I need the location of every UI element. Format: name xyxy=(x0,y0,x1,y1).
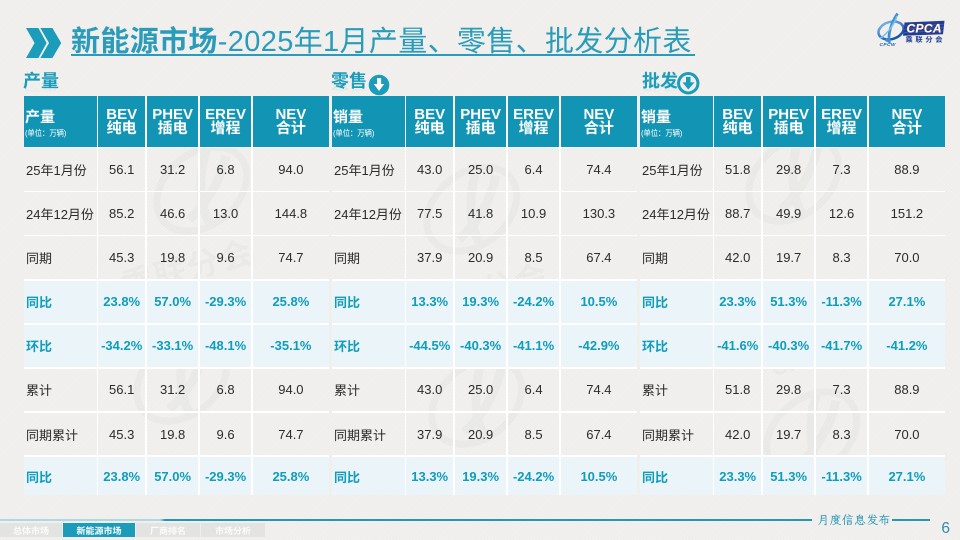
svg-text:CPCW: CPCW xyxy=(880,42,896,48)
svg-text:CPCA: CPCA xyxy=(907,22,942,36)
svg-text:乘联分会: 乘联分会 xyxy=(906,35,944,45)
